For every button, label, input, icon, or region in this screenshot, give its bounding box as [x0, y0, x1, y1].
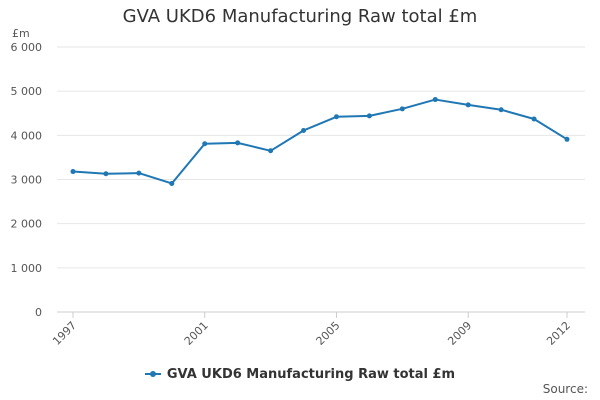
x-tick-label: 2009 — [445, 319, 474, 348]
grid-lines — [57, 46, 585, 313]
y-tick-label: 0 — [35, 306, 42, 319]
x-axis-ticks: 1997 2001 2005 2009 2012 — [50, 312, 573, 348]
legend-line-marker-icon — [144, 371, 161, 377]
data-point — [333, 114, 339, 120]
source-label: Source: — [542, 382, 588, 396]
chart-title: GVA UKD6 Manufacturing Raw total £m — [122, 6, 478, 27]
x-tick-label: 1997 — [50, 319, 79, 348]
y-tick-label: 4 000 — [11, 129, 43, 142]
legend-label: GVA UKD6 Manufacturing Raw total £m — [166, 366, 456, 382]
y-axis-ticks: 0 1 000 2 000 3 000 4 000 5 000 6 000 — [11, 41, 43, 319]
x-tick-label: 2005 — [314, 319, 343, 348]
data-point — [70, 169, 76, 175]
data-point — [301, 127, 307, 133]
data-series — [70, 97, 570, 186]
y-tick-label: 2 000 — [11, 218, 43, 231]
data-point — [531, 116, 537, 122]
data-point — [235, 140, 241, 146]
y-tick-label: 1 000 — [11, 262, 43, 275]
series-line — [72, 98, 568, 185]
data-point — [564, 136, 570, 142]
data-point — [268, 148, 274, 154]
data-point — [366, 113, 372, 119]
data-point — [465, 102, 471, 108]
y-tick-label: 3 000 — [11, 174, 43, 187]
data-point — [103, 171, 109, 177]
x-tick-label: 2001 — [182, 319, 211, 348]
x-tick-label: 2012 — [544, 319, 573, 348]
data-point — [498, 107, 504, 113]
y-axis-unit-label: £m — [12, 27, 30, 40]
legend[interactable]: GVA UKD6 Manufacturing Raw total £m — [0, 364, 600, 382]
legend-item[interactable]: GVA UKD6 Manufacturing Raw total £m — [144, 366, 456, 382]
data-point — [202, 141, 208, 147]
data-point — [432, 97, 438, 103]
data-point — [399, 106, 405, 112]
y-tick-label: 5 000 — [11, 85, 43, 98]
data-point — [136, 170, 142, 176]
y-tick-label: 6 000 — [11, 41, 43, 54]
data-point — [169, 180, 175, 186]
